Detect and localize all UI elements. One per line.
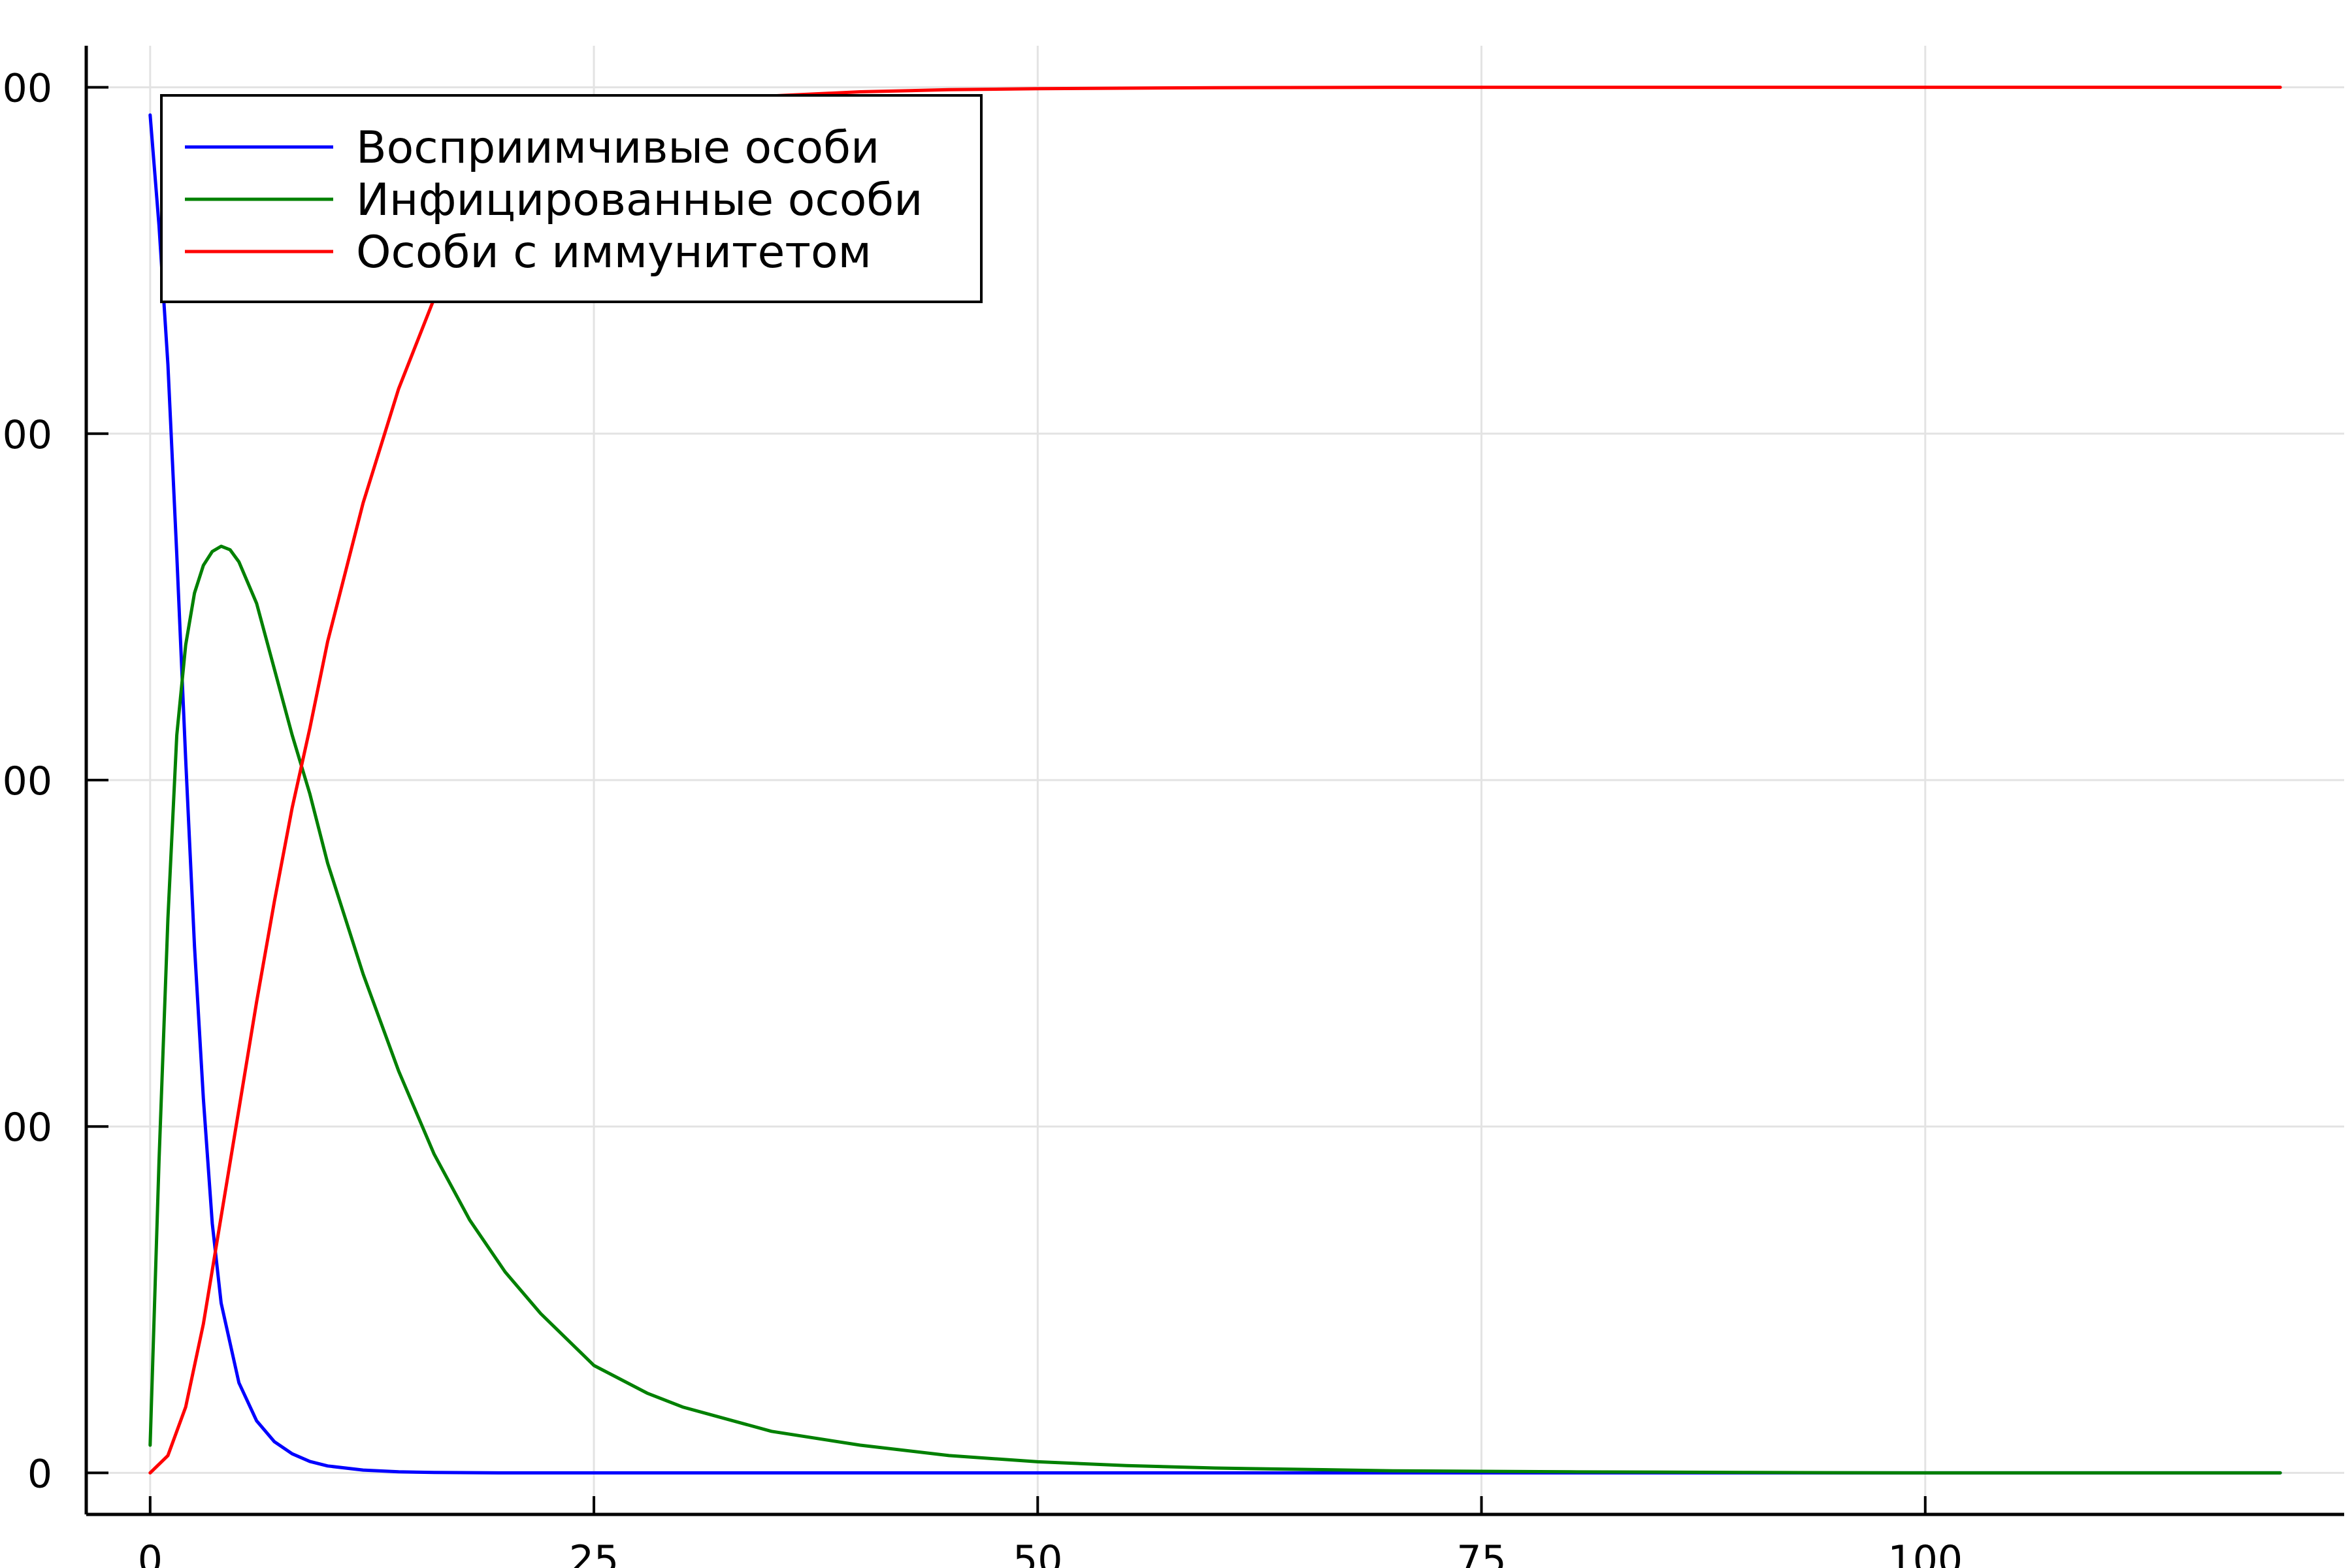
y-tick-label: 00 xyxy=(3,66,52,112)
x-tick-label: 75 xyxy=(1456,1537,1506,1568)
x-tick-label: 25 xyxy=(569,1537,619,1568)
series-line-0 xyxy=(148,113,2282,1475)
legend-label-0: Восприимчивые особи xyxy=(356,122,879,174)
legend-label-1: Инфицированные особи xyxy=(356,174,923,226)
x-tick-label: 100 xyxy=(1888,1537,1963,1568)
y-tick-label: 0 xyxy=(27,1451,52,1497)
y-tick-label: 00 xyxy=(3,1105,52,1151)
x-tick-label: 50 xyxy=(1013,1537,1062,1568)
y-tick-label: 00 xyxy=(3,759,52,804)
y-tick-label: 00 xyxy=(3,412,52,458)
legend-label-2: Особи с иммунитетом xyxy=(356,227,872,278)
series-line-1 xyxy=(148,544,2282,1475)
x-tick-label: 0 xyxy=(138,1537,163,1568)
